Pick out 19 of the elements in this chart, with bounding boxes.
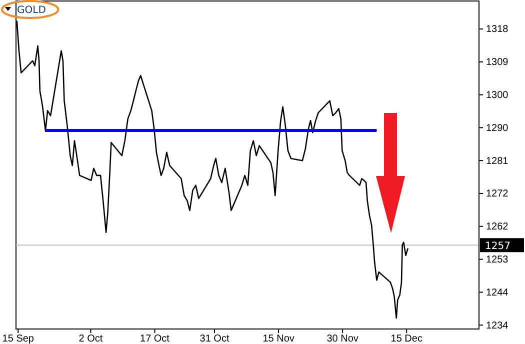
- y-tick-label: 1253: [486, 254, 509, 266]
- y-tick-label: 1290: [486, 122, 509, 134]
- y-tick-label: 1309: [486, 57, 509, 68]
- x-tick-label: 15 Dec: [390, 334, 422, 344]
- ref-line-label: 1257: [485, 241, 510, 252]
- y-tick-label: 1262: [486, 222, 509, 233]
- x-tick-label: 17 Oct: [140, 334, 170, 344]
- y-tick-label: 1234: [486, 320, 509, 332]
- x-tick-label: 15 Nov: [262, 334, 294, 344]
- y-tick-label: 1300: [486, 90, 509, 101]
- y-tick-label: 1281: [486, 156, 509, 167]
- y-tick-label: 1244: [486, 287, 509, 298]
- y-tick-label: 1272: [486, 188, 509, 200]
- x-tick-label: 2 Oct: [78, 334, 103, 344]
- x-tick-label: 31 Oct: [200, 334, 230, 344]
- x-tick-label: 15 Sep: [2, 334, 34, 344]
- chart-title: GOLD: [17, 5, 46, 16]
- x-tick-label: 30 Nov: [326, 334, 358, 344]
- y-tick-label: 1318: [486, 24, 509, 36]
